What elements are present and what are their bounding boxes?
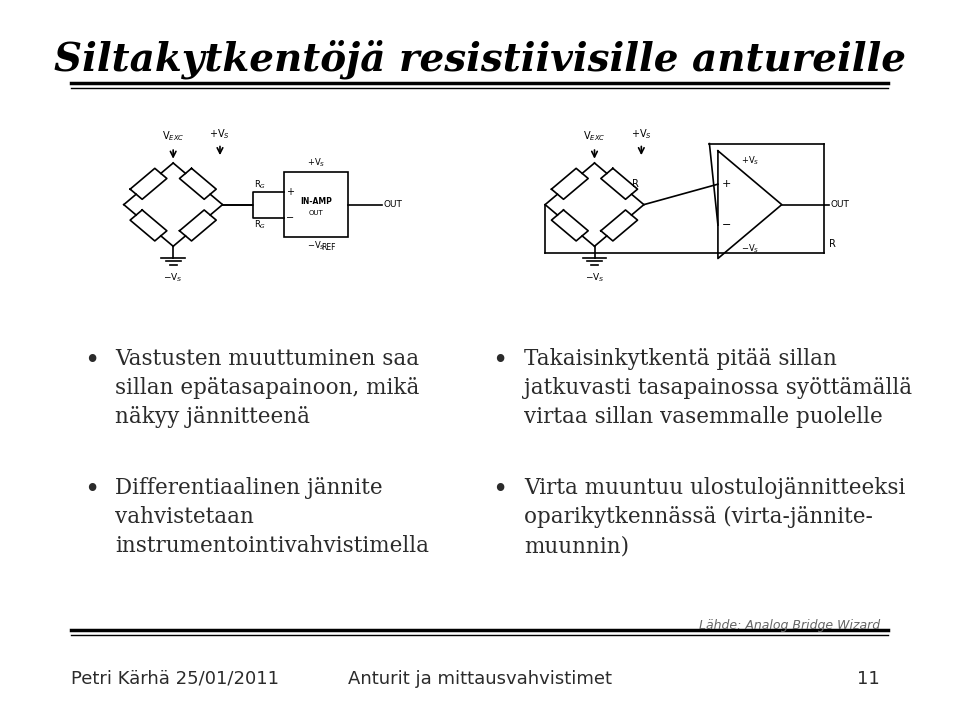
Text: V$_{EXC}$: V$_{EXC}$ <box>584 129 606 143</box>
Text: Virta muuntuu ulostulojännitteeksi
oparikytkennässä (virta-jännite-
muunnin): Virta muuntuu ulostulojännitteeksi opari… <box>524 477 905 557</box>
Text: −V$_S$: −V$_S$ <box>306 240 324 252</box>
Text: R$_G$: R$_G$ <box>253 218 266 231</box>
Text: OUT: OUT <box>308 210 324 216</box>
Text: Petri Kärhä 25/01/2011: Petri Kärhä 25/01/2011 <box>71 669 279 688</box>
Text: +: + <box>722 180 732 189</box>
Text: •: • <box>84 477 99 503</box>
Text: Siltakytkentöjä resistiivisille antureille: Siltakytkentöjä resistiivisille antureil… <box>54 39 905 79</box>
Text: +V$_S$: +V$_S$ <box>306 157 324 169</box>
Text: OUT: OUT <box>383 200 402 209</box>
Text: $-$V$_S$: $-$V$_S$ <box>163 271 183 284</box>
Text: Differentiaalinen jännite
vahvistetaan
instrumentointivahvistimella: Differentiaalinen jännite vahvistetaan i… <box>115 477 429 557</box>
Text: −: − <box>286 213 295 223</box>
Text: R: R <box>632 179 638 189</box>
Text: +V$_S$: +V$_S$ <box>741 154 759 167</box>
Text: •: • <box>84 348 99 374</box>
Text: 11: 11 <box>857 669 879 688</box>
Text: Takaisinkytkentä pitää sillan
jatkuvasti tasapainossa syöttämällä
virtaa sillan : Takaisinkytkentä pitää sillan jatkuvasti… <box>524 348 912 428</box>
Text: R: R <box>829 239 836 249</box>
Text: +: + <box>286 187 295 197</box>
Text: +V$_S$: +V$_S$ <box>209 128 230 141</box>
Text: Lähde: Analog Bridge Wizard: Lähde: Analog Bridge Wizard <box>699 619 879 632</box>
Text: •: • <box>492 348 508 374</box>
Text: R$_G$: R$_G$ <box>253 178 266 191</box>
Bar <box>284 172 348 237</box>
Text: REF: REF <box>322 243 336 252</box>
Text: −V$_S$: −V$_S$ <box>741 243 759 255</box>
Text: Anturit ja mittausvahvistimet: Anturit ja mittausvahvistimet <box>348 669 612 688</box>
Text: IN-AMP: IN-AMP <box>300 197 331 205</box>
Text: V$_{EXC}$: V$_{EXC}$ <box>162 129 184 143</box>
Text: Vastusten muuttuminen saa
sillan epätasapainoon, mikä
näkyy jännitteenä: Vastusten muuttuminen saa sillan epätasa… <box>115 348 420 428</box>
Text: −: − <box>722 220 732 230</box>
Text: +V$_S$: +V$_S$ <box>631 128 652 141</box>
Text: −V$_S$: −V$_S$ <box>585 271 604 284</box>
Text: OUT: OUT <box>830 200 850 209</box>
Text: •: • <box>492 477 508 503</box>
